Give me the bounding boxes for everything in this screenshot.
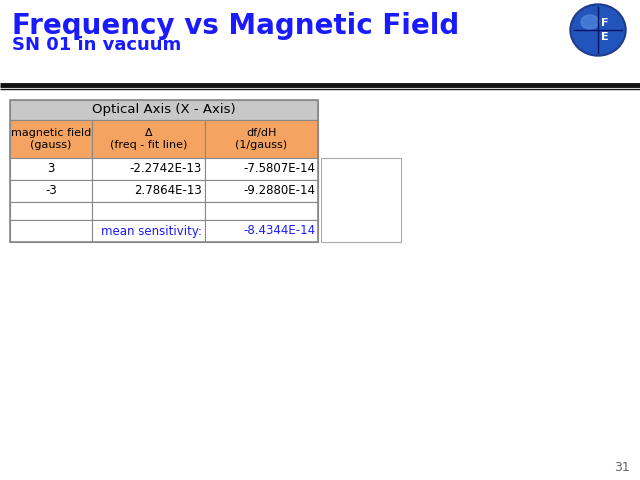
Text: -2.2742E-13: -2.2742E-13	[130, 163, 202, 176]
Text: 2.7864E-13: 2.7864E-13	[134, 184, 202, 197]
Ellipse shape	[570, 4, 626, 56]
FancyBboxPatch shape	[92, 120, 205, 158]
FancyBboxPatch shape	[205, 120, 318, 158]
Ellipse shape	[581, 15, 599, 29]
Text: SN 01 in vacuum: SN 01 in vacuum	[12, 36, 181, 54]
Text: 3: 3	[47, 163, 54, 176]
Text: magnetic field
(gauss): magnetic field (gauss)	[11, 128, 91, 150]
FancyBboxPatch shape	[10, 158, 92, 180]
FancyBboxPatch shape	[205, 158, 318, 180]
Text: df/dH
(1/gauss): df/dH (1/gauss)	[236, 128, 287, 150]
Text: E: E	[601, 32, 609, 42]
FancyBboxPatch shape	[92, 180, 205, 202]
FancyBboxPatch shape	[205, 220, 318, 242]
FancyBboxPatch shape	[10, 100, 318, 120]
FancyBboxPatch shape	[10, 180, 92, 202]
Text: Δ
(freq - fit line): Δ (freq - fit line)	[110, 128, 187, 150]
Text: Frequency vs Magnetic Field: Frequency vs Magnetic Field	[12, 12, 460, 40]
FancyBboxPatch shape	[92, 158, 205, 180]
Text: -9.2880E-14: -9.2880E-14	[243, 184, 315, 197]
Text: -3: -3	[45, 184, 57, 197]
FancyBboxPatch shape	[321, 158, 401, 242]
Text: F: F	[601, 18, 609, 28]
Ellipse shape	[572, 6, 624, 54]
FancyBboxPatch shape	[205, 180, 318, 202]
FancyBboxPatch shape	[10, 202, 92, 220]
FancyBboxPatch shape	[92, 202, 205, 220]
FancyBboxPatch shape	[92, 220, 205, 242]
Text: Optical Axis (X - Axis): Optical Axis (X - Axis)	[92, 104, 236, 117]
FancyBboxPatch shape	[10, 120, 92, 158]
Text: 31: 31	[614, 461, 630, 474]
FancyBboxPatch shape	[10, 220, 92, 242]
Text: mean sensitivity:: mean sensitivity:	[101, 225, 202, 238]
FancyBboxPatch shape	[205, 202, 318, 220]
Text: -8.4344E-14: -8.4344E-14	[243, 225, 315, 238]
Text: -7.5807E-14: -7.5807E-14	[243, 163, 315, 176]
